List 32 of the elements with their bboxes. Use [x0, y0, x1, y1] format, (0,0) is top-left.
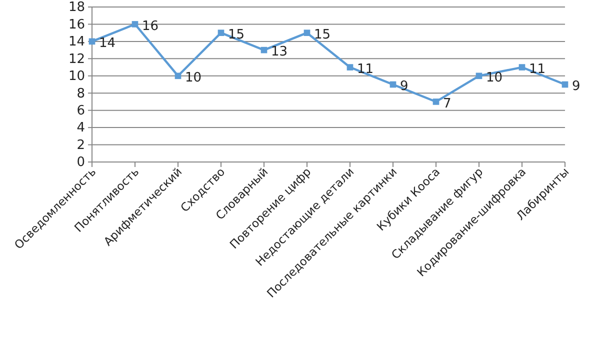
- point: [562, 81, 568, 88]
- y-tick-label: 8: [76, 86, 85, 102]
- data-label: 16: [142, 18, 159, 34]
- point: [390, 81, 396, 88]
- y-tick-label: 16: [68, 17, 85, 32]
- data-label: 10: [185, 70, 202, 86]
- point: [260, 46, 268, 54]
- y-tick-label: 6: [76, 103, 85, 118]
- data-label: 13: [271, 44, 288, 60]
- point: [218, 30, 224, 36]
- data-label: 11: [529, 62, 546, 77]
- data-label: 15: [228, 27, 245, 42]
- y-tick-label: 18: [68, 0, 85, 16]
- point: [346, 64, 354, 70]
- data-label: 11: [357, 62, 374, 77]
- y-tick-label: 4: [76, 120, 85, 136]
- y-tick-label: 10: [68, 69, 85, 84]
- point: [132, 21, 138, 28]
- y-tick-label: 12: [68, 52, 85, 67]
- data-label: 9: [572, 79, 580, 94]
- point: [476, 72, 482, 80]
- point: [304, 30, 310, 36]
- point: [174, 72, 182, 80]
- y-tick-label: 0: [76, 155, 85, 170]
- y-tick-label: 2: [76, 138, 85, 153]
- data-label: 15: [314, 27, 331, 42]
- point: [518, 64, 526, 70]
- data-label: 14: [99, 36, 116, 51]
- point: [432, 98, 440, 105]
- data-label: 10: [486, 70, 503, 86]
- data-label: 7: [443, 96, 452, 112]
- y-tick-label: 14: [68, 34, 85, 50]
